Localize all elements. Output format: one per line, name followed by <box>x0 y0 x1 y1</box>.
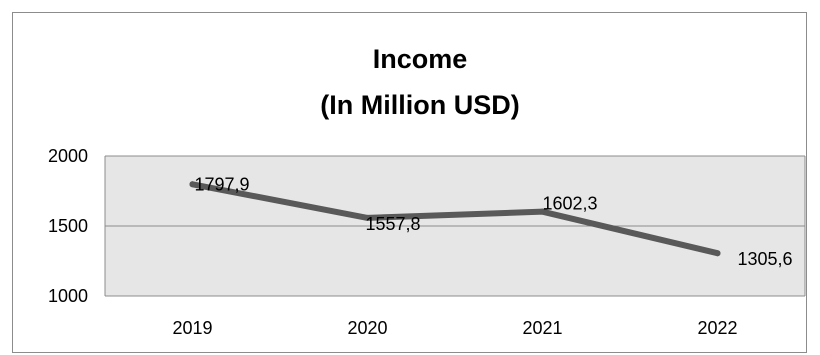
x-tick-label: 2019 <box>172 318 212 338</box>
y-tick-label: 1500 <box>48 216 88 236</box>
data-label: 1305,6 <box>738 249 793 269</box>
y-tick-label: 2000 <box>48 146 88 166</box>
chart-title-line-1: Income <box>373 44 468 74</box>
x-tick-label: 2022 <box>697 318 737 338</box>
data-label: 1602,3 <box>543 194 598 214</box>
data-point <box>189 181 196 188</box>
data-point <box>539 208 546 215</box>
data-label: 1557,8 <box>366 214 421 234</box>
data-point <box>364 214 371 221</box>
data-label: 1797,9 <box>195 174 250 194</box>
x-tick-label: 2020 <box>347 318 387 338</box>
x-tick-label: 2021 <box>522 318 562 338</box>
chart-title-line-2: (In Million USD) <box>320 90 519 120</box>
data-point <box>714 250 721 257</box>
income-series-line <box>189 181 721 257</box>
y-tick-label: 1000 <box>48 286 88 306</box>
